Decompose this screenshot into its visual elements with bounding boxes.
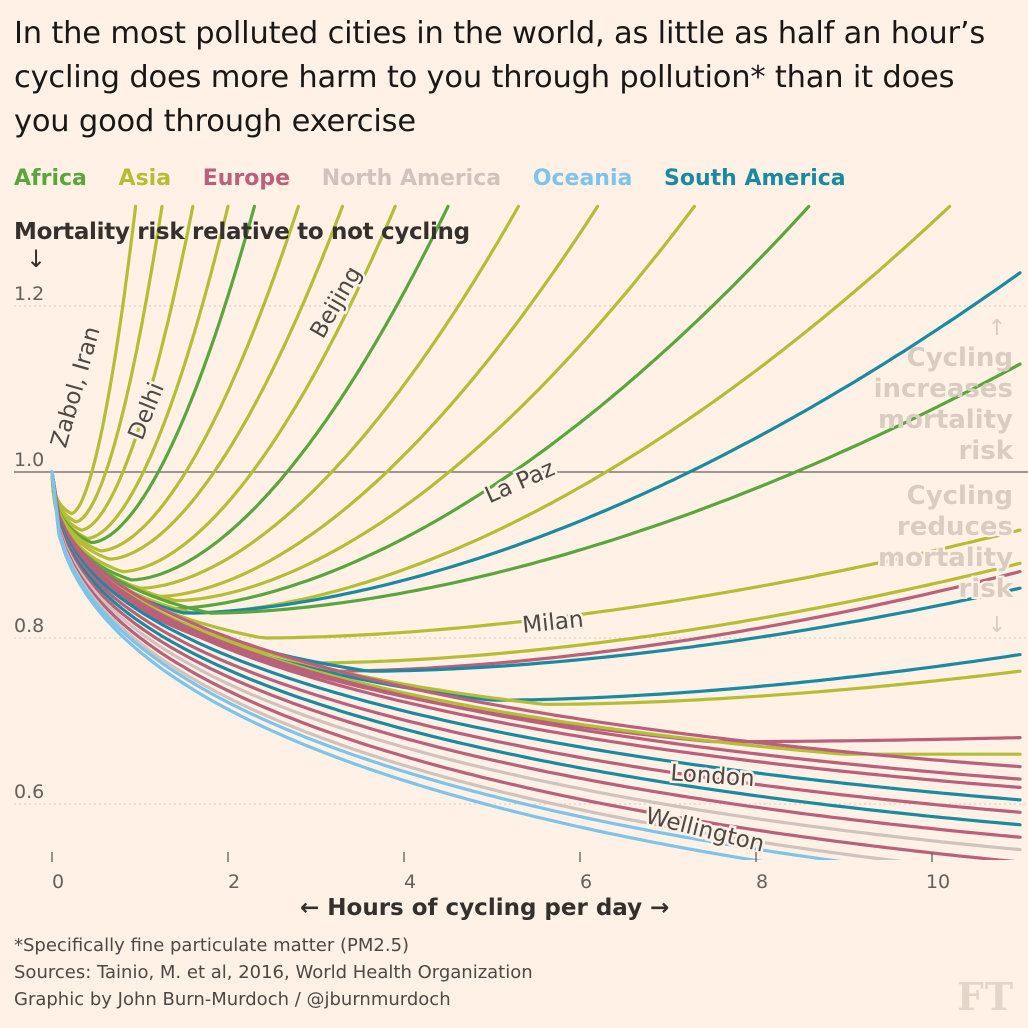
sources: Sources: Tainio, M. et al, 2016, World H… (14, 962, 533, 983)
series-line (50, 204, 696, 603)
series-line (50, 204, 138, 516)
series-line (50, 470, 1022, 702)
series-line (50, 470, 903, 860)
annotation-reduces-word: Cycling (907, 481, 1013, 511)
series-line (50, 470, 842, 860)
series-line (50, 204, 195, 532)
footnote: *Specifically fine particulate matter (P… (14, 935, 410, 956)
annotation-increases-word: risk (958, 436, 1013, 466)
series-line (50, 470, 1022, 827)
series-line (50, 470, 1022, 802)
series-label: La Paz (481, 455, 558, 509)
chart-title: In the most polluted cities in the world… (14, 16, 986, 139)
x-axis-label: ← Hours of cycling per day → (300, 895, 670, 921)
series-line (50, 204, 450, 582)
legend-africa: Africa (14, 166, 87, 191)
series-label: Delhi (124, 379, 170, 444)
series-line (50, 470, 1016, 860)
series-line (50, 204, 397, 574)
annotation-increases-word: increases (874, 374, 1013, 404)
x-tick-label: 6 (580, 871, 592, 893)
annotation-reduces-word: reduces (897, 512, 1013, 542)
y-tick-label: 0.6 (14, 781, 44, 803)
legend-south-america: South America (664, 166, 846, 191)
x-tick-label: 0 (52, 871, 64, 893)
series-line (50, 470, 1022, 707)
footer: *Specifically fine particulate matter (P… (14, 932, 533, 1013)
ft-logo: FT (956, 974, 1014, 1019)
series-lines (50, 204, 1022, 860)
y-tick-label: 0.8 (14, 615, 44, 637)
series-line (50, 470, 764, 860)
series-line (50, 204, 811, 611)
x-tick-label: 8 (756, 871, 768, 893)
series-line (50, 470, 1022, 769)
down-arrow-icon: ↓ (988, 613, 1006, 638)
y-axis-label: Mortality risk relative to not cycling (14, 219, 470, 245)
series-line (50, 204, 600, 598)
legend-north-america: North America (321, 166, 502, 191)
credit: Graphic by John Burn-Murdoch / @jburnmur… (14, 989, 451, 1010)
series-line (50, 204, 344, 561)
annotation-increases-word: mortality (878, 405, 1013, 435)
legend-asia: Asia (118, 166, 172, 191)
legend: Africa Asia Europe North America Oceania… (14, 166, 870, 191)
legend-europe: Europe (202, 166, 291, 191)
x-tick-label: 2 (228, 871, 240, 893)
series-line (50, 204, 164, 524)
series-line (50, 204, 520, 590)
series-label: Zabol, Iran (46, 324, 105, 451)
series-line (50, 470, 1022, 781)
annotation-reduces-word: mortality (878, 543, 1013, 573)
y-tick-label: 1.0 (14, 449, 44, 471)
y-tick-label: 1.2 (14, 283, 44, 305)
axes: 0.6 0.8 1.0 1.2 0 2 4 6 8 10 (14, 283, 950, 893)
series-line (50, 470, 1022, 789)
annotation-reduces-word: risk (958, 574, 1013, 604)
annotation-increases-word: Cycling (907, 343, 1013, 373)
series-line (50, 362, 1022, 615)
series-line (50, 204, 300, 553)
region-annotations: ↑CyclingincreasesmortalityriskCyclingred… (874, 316, 1016, 638)
series-line (50, 204, 256, 545)
series-label: London (670, 760, 756, 792)
series-line (50, 470, 1022, 852)
series-line (50, 470, 1022, 814)
x-tick-label: 10 (926, 871, 950, 893)
legend-oceania: Oceania (532, 166, 633, 191)
series-label: Milan (521, 607, 585, 639)
y-axis-arrow-icon: ↓ (26, 245, 47, 273)
x-tick-label: 4 (404, 871, 416, 893)
up-arrow-icon: ↑ (988, 316, 1006, 341)
series-line (50, 470, 1022, 839)
series-line (50, 470, 1022, 640)
